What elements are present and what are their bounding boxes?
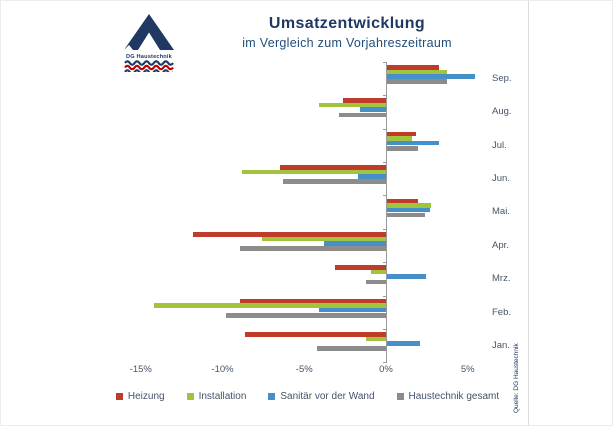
x-tick-label: 5% <box>460 364 475 375</box>
month-label: Apr. <box>492 239 509 251</box>
month-label: Jul. <box>492 139 507 151</box>
bar-installation-Aug <box>318 102 386 108</box>
x-tick-label: -15% <box>129 364 152 375</box>
bar-sanit-r-vor-der-wand-Aug <box>359 107 386 112</box>
legend-item-sanit-r-vor-der-wand: Sanitär vor der Wand <box>268 391 375 402</box>
chart-header: Umsatzentwicklung im Vergleich zum Vorja… <box>197 15 497 50</box>
chart-title: Umsatzentwicklung <box>268 15 426 32</box>
source-credit: Quelle: DG Haustechnik <box>513 343 520 413</box>
bar-haustechnik-gesamt-Apr <box>240 246 386 251</box>
bar-haustechnik-gesamt-Aug <box>338 112 386 118</box>
axis-tick-mark <box>383 161 387 163</box>
bar-heizung-Jul <box>387 131 417 137</box>
bar-sanit-r-vor-der-wand-Apr <box>323 241 386 246</box>
chart-legend: Heizung Installation Sanitär vor der Wand H… <box>1 391 612 402</box>
axis-tick-mark <box>383 128 387 130</box>
bar-heizung-Jan <box>245 332 386 337</box>
bar-heizung-Mrz <box>335 265 386 270</box>
bar-haustechnik-gesamt-Feb <box>225 313 386 318</box>
axis-tick-mark <box>383 295 387 297</box>
legend-swatch <box>268 393 276 400</box>
bar-heizung-Feb <box>240 298 386 304</box>
axis-tick-mark <box>383 61 387 63</box>
bar-sanit-r-vor-der-wand-Jul <box>387 140 440 146</box>
bar-installation-Mai <box>387 203 432 208</box>
bar-haustechnik-gesamt-Jun <box>282 179 386 184</box>
axis-tick-mark <box>383 262 387 264</box>
bar-sanit-r-vor-der-wand-Mai <box>387 207 430 213</box>
legend-swatch <box>115 393 123 400</box>
bar-sanit-r-vor-der-wand-Jun <box>358 174 386 179</box>
bar-heizung-Aug <box>343 98 386 103</box>
axis-tick-mark <box>383 362 387 364</box>
bar-installation-Feb <box>153 303 386 308</box>
legend-label: Haustechnik gesamt <box>408 391 500 402</box>
bar-heizung-Jun <box>279 165 386 170</box>
legend-item-installation: Installation <box>186 391 247 402</box>
logo-text: DG Haustechnik <box>126 54 173 60</box>
bar-sanit-r-vor-der-wand-Sep <box>387 74 476 79</box>
x-tick-label: -5% <box>295 364 313 375</box>
bar-sanit-r-vor-der-wand-Jan <box>387 341 420 346</box>
x-tick-label: -10% <box>211 364 234 375</box>
bar-installation-Jan <box>366 336 386 342</box>
dg-haustechnik-logo: DG Haustechnik <box>121 12 177 75</box>
bar-heizung-Mai <box>387 198 419 204</box>
axis-tick-mark <box>383 228 387 230</box>
bar-haustechnik-gesamt-Jan <box>317 346 386 351</box>
logo-triangle <box>124 14 174 50</box>
legend-swatch <box>186 393 194 400</box>
bar-haustechnik-gesamt-Jul <box>387 146 419 151</box>
logo-wave-bottom <box>124 69 174 75</box>
axis-tick-mark <box>383 195 387 197</box>
logo-wave-top <box>124 60 174 66</box>
bar-installation-Mrz <box>371 269 386 275</box>
zero-axis-line <box>386 61 387 363</box>
chart-subtitle: im Vergleich zum Vorjahreszeitraum <box>242 36 452 50</box>
month-label: Mai. <box>492 206 510 218</box>
bar-installation-Sep <box>387 69 448 74</box>
bar-haustechnik-gesamt-Sep <box>387 79 448 84</box>
bar-installation-Jul <box>387 136 412 141</box>
month-label: Sep. <box>492 72 512 84</box>
bar-installation-Jun <box>242 169 386 175</box>
bar-haustechnik-gesamt-Mrz <box>366 279 386 285</box>
month-label: Jun. <box>492 172 510 184</box>
bar-sanit-r-vor-der-wand-Mrz <box>387 274 427 279</box>
frame-divider <box>528 1 529 425</box>
bar-heizung-Apr <box>193 232 386 237</box>
month-label: Mrz. <box>492 273 511 285</box>
bar-installation-Apr <box>261 236 386 241</box>
legend-item-haustechnik-gesamt: Haustechnik gesamt <box>396 391 500 402</box>
axis-tick-mark <box>383 328 387 330</box>
bar-haustechnik-gesamt-Mai <box>387 212 425 218</box>
bar-sanit-r-vor-der-wand-Feb <box>318 307 386 313</box>
x-tick-label: 0% <box>379 364 393 375</box>
logo-graphic: DG Haustechnik <box>124 14 174 75</box>
axis-tick-mark <box>383 95 387 97</box>
logo-wave-mid <box>124 64 174 71</box>
month-label: Feb. <box>492 306 512 318</box>
legend-item-heizung: Heizung <box>115 391 165 402</box>
bar-heizung-Sep <box>387 65 440 70</box>
legend-swatch <box>396 393 404 400</box>
month-label: Jan. <box>492 339 510 351</box>
legend-label: Installation <box>198 391 247 402</box>
legend-label: Heizung <box>127 391 165 402</box>
legend-label: Sanitär vor der Wand <box>280 391 375 402</box>
month-label: Aug. <box>492 106 512 118</box>
